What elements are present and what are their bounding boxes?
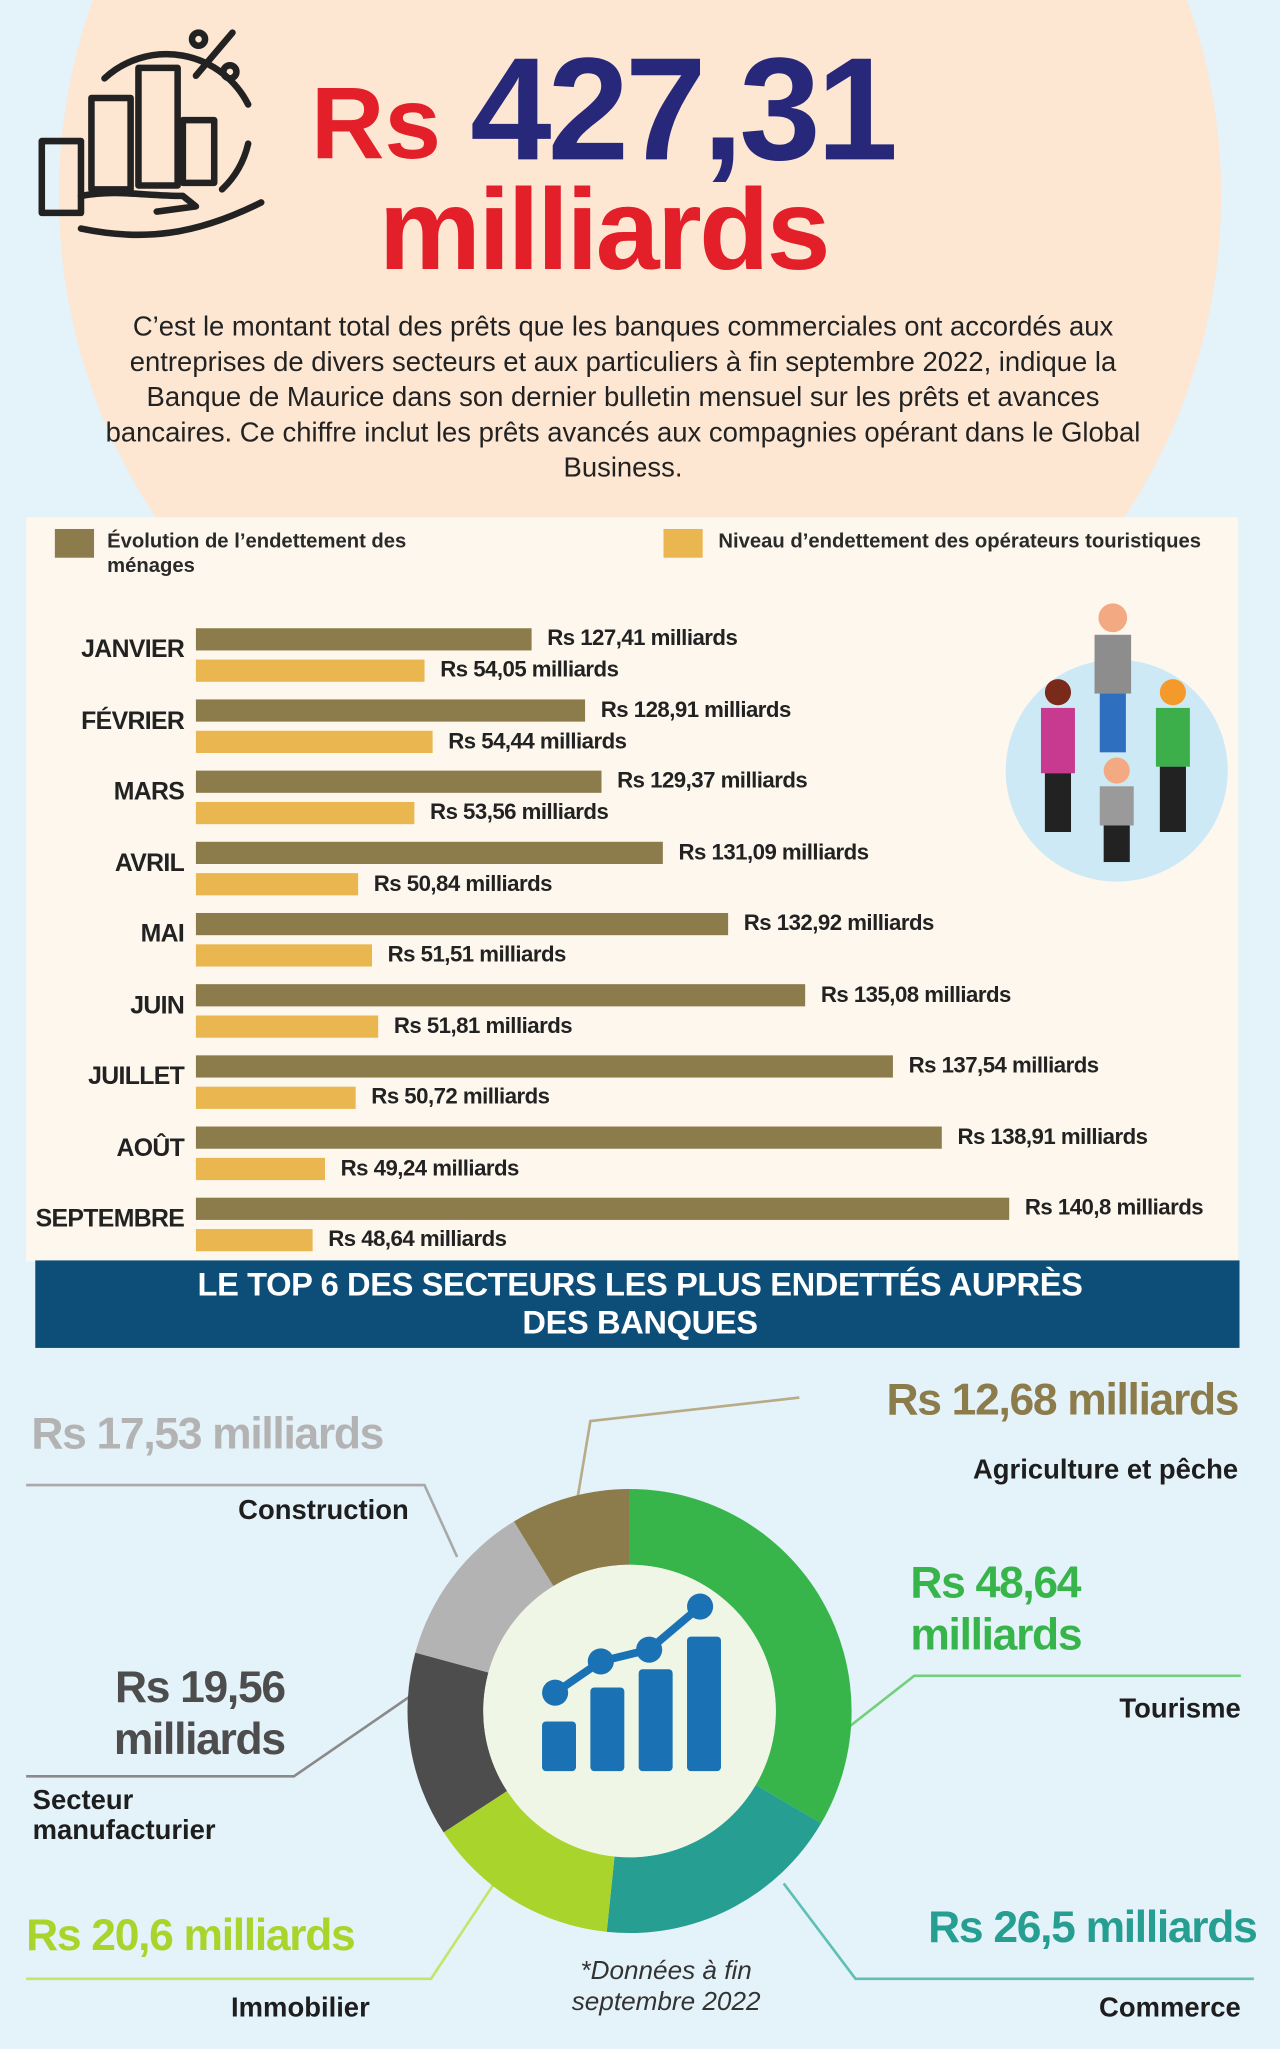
value-label: Rs 49,24 milliards [340,1155,520,1181]
center-icon-bar [542,1721,576,1772]
slice-name: Tourisme [1119,1694,1241,1725]
slice-name: Secteur manufacturier [32,1785,216,1846]
value-label: Rs 54,44 milliards [448,728,627,753]
slice-value-label: Rs 12,68 milliards [886,1375,1239,1425]
headline-amount: 427,31 [470,27,898,191]
slice-name: Commerce [1099,1993,1241,2024]
donut-slice [415,1521,554,1673]
footnote: *Données à fin septembre 2022 [571,1956,761,2017]
value-label: Rs 135,08 milliards [820,981,1012,1007]
value-label: Rs 129,37 milliards [617,767,808,793]
slice-value-label: Rs 48,64 milliards [910,1558,1082,1661]
headline-currency: Rs [310,65,442,181]
slice-name: Immobilier [231,1993,370,2024]
bar [195,1126,942,1149]
bar [195,770,602,793]
lead-text: C’est le montant total des prêts que les… [105,312,1141,484]
value-label: Rs 50,72 milliards [371,1084,550,1109]
chart-title: LE TOP 6 DES SECTEURS LES PLUS ENDETTÉS … [197,1266,1083,1342]
category-label: JUILLET [88,1063,185,1091]
value-label: Rs 138,91 milliards [957,1123,1148,1149]
bar [195,730,433,753]
category-label: AVRIL [114,849,185,878]
donut-slice [606,1784,822,1934]
slice-value-label: Rs 17,53 milliards [31,1409,384,1459]
value-label: Rs 131,09 milliards [678,839,870,864]
category-label: FÉVRIER [81,707,185,735]
bar [195,984,806,1007]
center-icon-bar [638,1669,673,1772]
category-label: JUIN [130,991,185,1020]
value-label: Rs 128,91 milliards [600,696,792,722]
people-illustration [1005,603,1228,882]
slice-name: Construction [238,1495,409,1526]
bar [195,1229,313,1252]
donut-center [483,1564,776,1858]
slice-value-label: Rs 26,5 milliards [928,1903,1258,1953]
leader-lines [26,1396,1254,1981]
bar [195,912,729,936]
category-label: MAI [140,920,185,949]
value-label: Rs 51,81 milliards [393,1012,573,1038]
center-icon-bar [687,1636,721,1772]
value-label: Rs 48,64 milliards [328,1226,507,1252]
value-label: Rs 53,56 milliards [430,799,609,825]
bar [195,1086,356,1109]
bar [195,659,425,682]
donut-slice [443,1790,615,1932]
center-icon-dot [587,1648,614,1675]
legend-label: Niveau d’endettement des opérateurs tour… [718,530,1201,553]
value-label: Rs 50,84 milliards [373,870,553,896]
legend-label: Évolution de l’endettement des ménages [107,530,407,578]
donut-slice [407,1652,508,1833]
bar [195,1197,1010,1220]
value-label: Rs 137,54 milliards [908,1052,1100,1078]
bar [195,628,532,651]
category-label: SEPTEMBRE [35,1205,185,1233]
center-icon-dot [636,1636,663,1663]
value-label: Rs 140,8 milliards [1024,1195,1204,1220]
title-band [35,1260,1240,1348]
category-label: JANVIER [81,636,185,664]
slice-value-label: Rs 20,6 milliards [26,1910,356,1961]
bar [195,1015,379,1038]
legend-swatch [54,528,95,558]
center-icon-line [552,1603,703,1696]
bar [195,873,359,896]
category-label: AOÛT [116,1134,185,1162]
slice-value-label: Rs 19,56 milliards [113,1662,286,1765]
donut-slice [629,1488,852,1824]
value-label: Rs 132,92 milliards [743,910,935,936]
donut-slice [513,1488,630,1587]
center-icon-dot [687,1593,714,1620]
center-icon-dot [542,1679,569,1706]
legend-swatch [663,528,703,558]
bar [195,1055,893,1078]
center-icon-bar [590,1687,625,1772]
value-label: Rs 54,05 milliards [440,656,619,682]
category-label: MARS [113,778,185,806]
headline-unit: milliards [378,164,831,294]
bar [195,944,372,967]
value-label: Rs 127,41 milliards [547,625,738,651]
bar [195,801,415,825]
loan-icon [38,29,265,239]
bar [195,699,586,722]
slice-name: Agriculture et pêche [972,1455,1239,1486]
bar [195,841,663,864]
value-label: Rs 51,51 milliards [387,941,567,967]
bar [195,1157,326,1181]
